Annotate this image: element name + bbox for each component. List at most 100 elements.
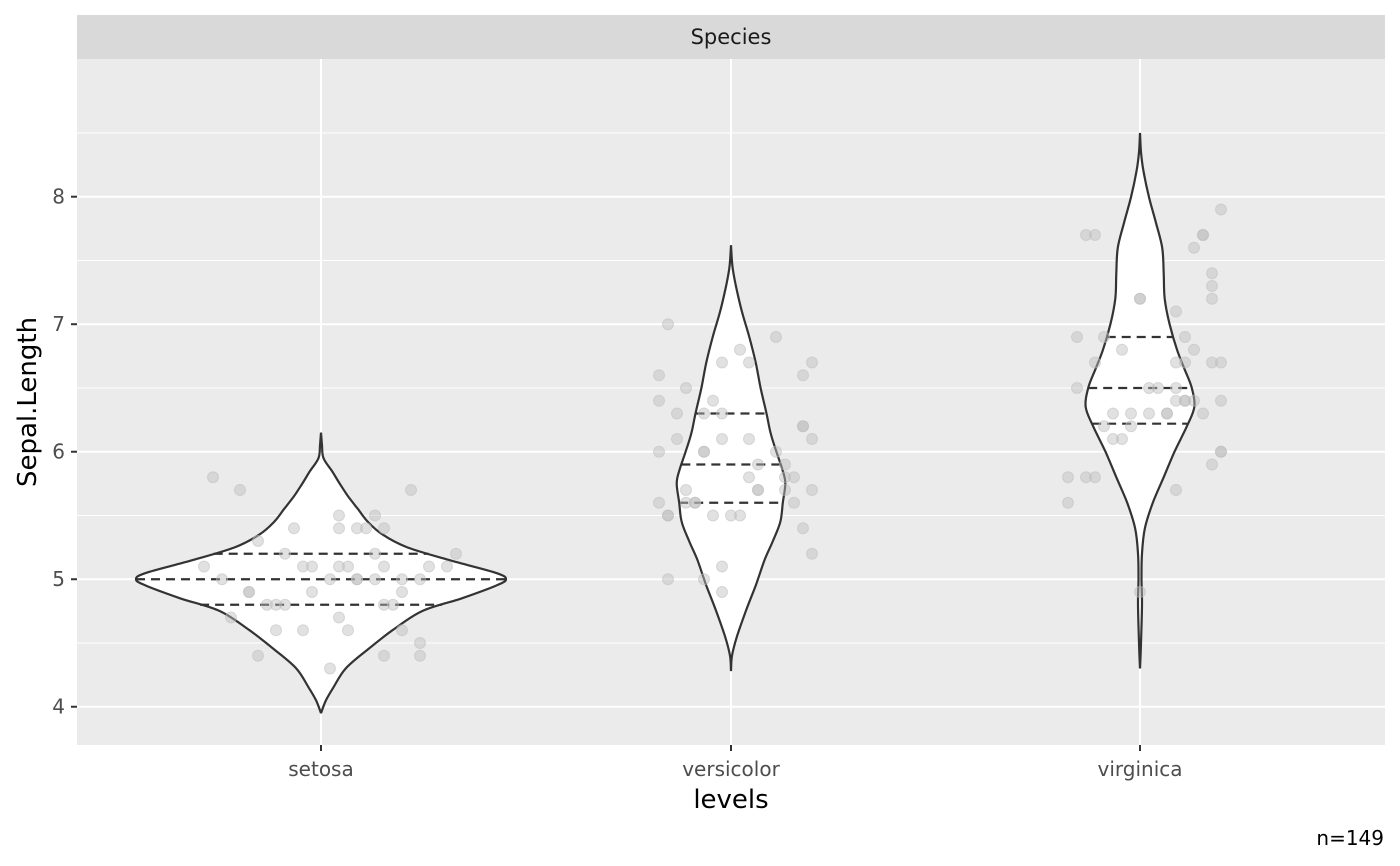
data-point-versicolor [662, 573, 674, 586]
data-point-virginica [1071, 330, 1083, 343]
data-point-versicolor [716, 407, 728, 420]
data-point-virginica [1179, 330, 1191, 343]
data-point-setosa [225, 611, 237, 624]
data-point-setosa [378, 522, 390, 535]
data-point-setosa [333, 560, 345, 573]
y-axis-title: Sepal.Length [13, 317, 43, 487]
jitter-points [198, 203, 1227, 675]
data-point-virginica [1170, 305, 1182, 318]
data-point-setosa [369, 509, 381, 522]
data-point-virginica [1152, 381, 1164, 394]
data-point-virginica [1107, 407, 1119, 420]
data-point-versicolor [662, 318, 674, 331]
violin-versicolor [675, 245, 787, 672]
data-point-virginica [1125, 407, 1137, 420]
data-point-setosa [306, 560, 318, 573]
data-point-virginica [1071, 381, 1083, 394]
data-point-versicolor [734, 343, 746, 356]
data-point-setosa [279, 547, 291, 560]
data-point-versicolor [806, 432, 818, 445]
data-point-setosa [351, 573, 363, 586]
data-point-virginica [1170, 356, 1182, 369]
data-point-versicolor [680, 496, 692, 509]
data-point-setosa [270, 598, 282, 611]
data-point-setosa [306, 585, 318, 598]
data-point-versicolor [716, 356, 728, 369]
data-point-setosa [396, 585, 408, 598]
data-point-versicolor [806, 356, 818, 369]
data-point-virginica [1206, 267, 1218, 280]
data-point-setosa [423, 560, 435, 573]
data-point-versicolor [653, 496, 665, 509]
data-point-virginica [1107, 432, 1119, 445]
data-point-virginica [1098, 420, 1110, 433]
data-point-virginica [1134, 585, 1146, 598]
data-point-versicolor [743, 432, 755, 445]
data-point-virginica [1062, 496, 1074, 509]
data-point-versicolor [743, 471, 755, 484]
data-point-versicolor [734, 509, 746, 522]
data-point-virginica [1206, 356, 1218, 369]
data-point-setosa [342, 624, 354, 637]
data-point-versicolor [716, 585, 728, 598]
data-point-virginica [1206, 279, 1218, 292]
data-point-virginica [1206, 292, 1218, 305]
data-point-versicolor [797, 420, 809, 433]
data-point-versicolor [770, 445, 782, 458]
y-tick-label: 7 [52, 312, 65, 336]
data-point-setosa [405, 483, 417, 496]
data-point-versicolor [698, 573, 710, 586]
data-point-versicolor [662, 509, 674, 522]
data-point-setosa [198, 560, 210, 573]
x-axis-title: levels [693, 785, 768, 815]
data-point-versicolor [653, 445, 665, 458]
data-point-versicolor [743, 356, 755, 369]
data-point-setosa [378, 560, 390, 573]
data-point-virginica [1143, 407, 1155, 420]
data-point-virginica [1080, 471, 1092, 484]
data-point-setosa [342, 560, 354, 573]
data-point-virginica [1089, 471, 1101, 484]
x-tick-label-virginica: virginica [1098, 757, 1183, 781]
data-point-virginica [1116, 343, 1128, 356]
data-point-versicolor [698, 407, 710, 420]
data-point-versicolor [671, 407, 683, 420]
data-point-virginica [1080, 228, 1092, 241]
data-point-setosa [378, 598, 390, 611]
data-point-setosa [450, 547, 462, 560]
data-point-setosa [369, 573, 381, 586]
x-tick-label-setosa: setosa [288, 757, 353, 781]
data-point-setosa [396, 573, 408, 586]
data-point-setosa [369, 547, 381, 560]
data-point-setosa [387, 598, 399, 611]
data-point-versicolor [707, 509, 719, 522]
data-point-virginica [1170, 381, 1182, 394]
data-point-versicolor [698, 445, 710, 458]
data-point-virginica [1206, 458, 1218, 471]
sample-size-caption: n=149 [1316, 826, 1384, 850]
data-point-versicolor [671, 432, 683, 445]
data-point-versicolor [716, 432, 728, 445]
data-point-versicolor [680, 483, 692, 496]
data-point-virginica [1215, 203, 1227, 216]
data-point-virginica [1188, 343, 1200, 356]
data-point-virginica [1125, 420, 1137, 433]
data-point-versicolor [653, 394, 665, 407]
data-point-virginica [1089, 228, 1101, 241]
data-point-setosa [297, 624, 309, 637]
data-point-setosa [414, 636, 426, 649]
y-axis: 4 5 6 7 8 [52, 185, 77, 719]
data-point-versicolor [725, 509, 737, 522]
data-point-versicolor [689, 496, 701, 509]
data-point-virginica [1134, 292, 1146, 305]
violin-virginica [1084, 132, 1196, 669]
data-point-versicolor [779, 483, 791, 496]
data-point-setosa [333, 509, 345, 522]
data-point-versicolor [752, 483, 764, 496]
data-point-virginica [1179, 356, 1191, 369]
data-point-setosa [261, 598, 273, 611]
violin-layer [134, 132, 1196, 714]
data-point-setosa [360, 522, 372, 535]
data-point-setosa [288, 522, 300, 535]
violin-setosa [134, 432, 508, 714]
